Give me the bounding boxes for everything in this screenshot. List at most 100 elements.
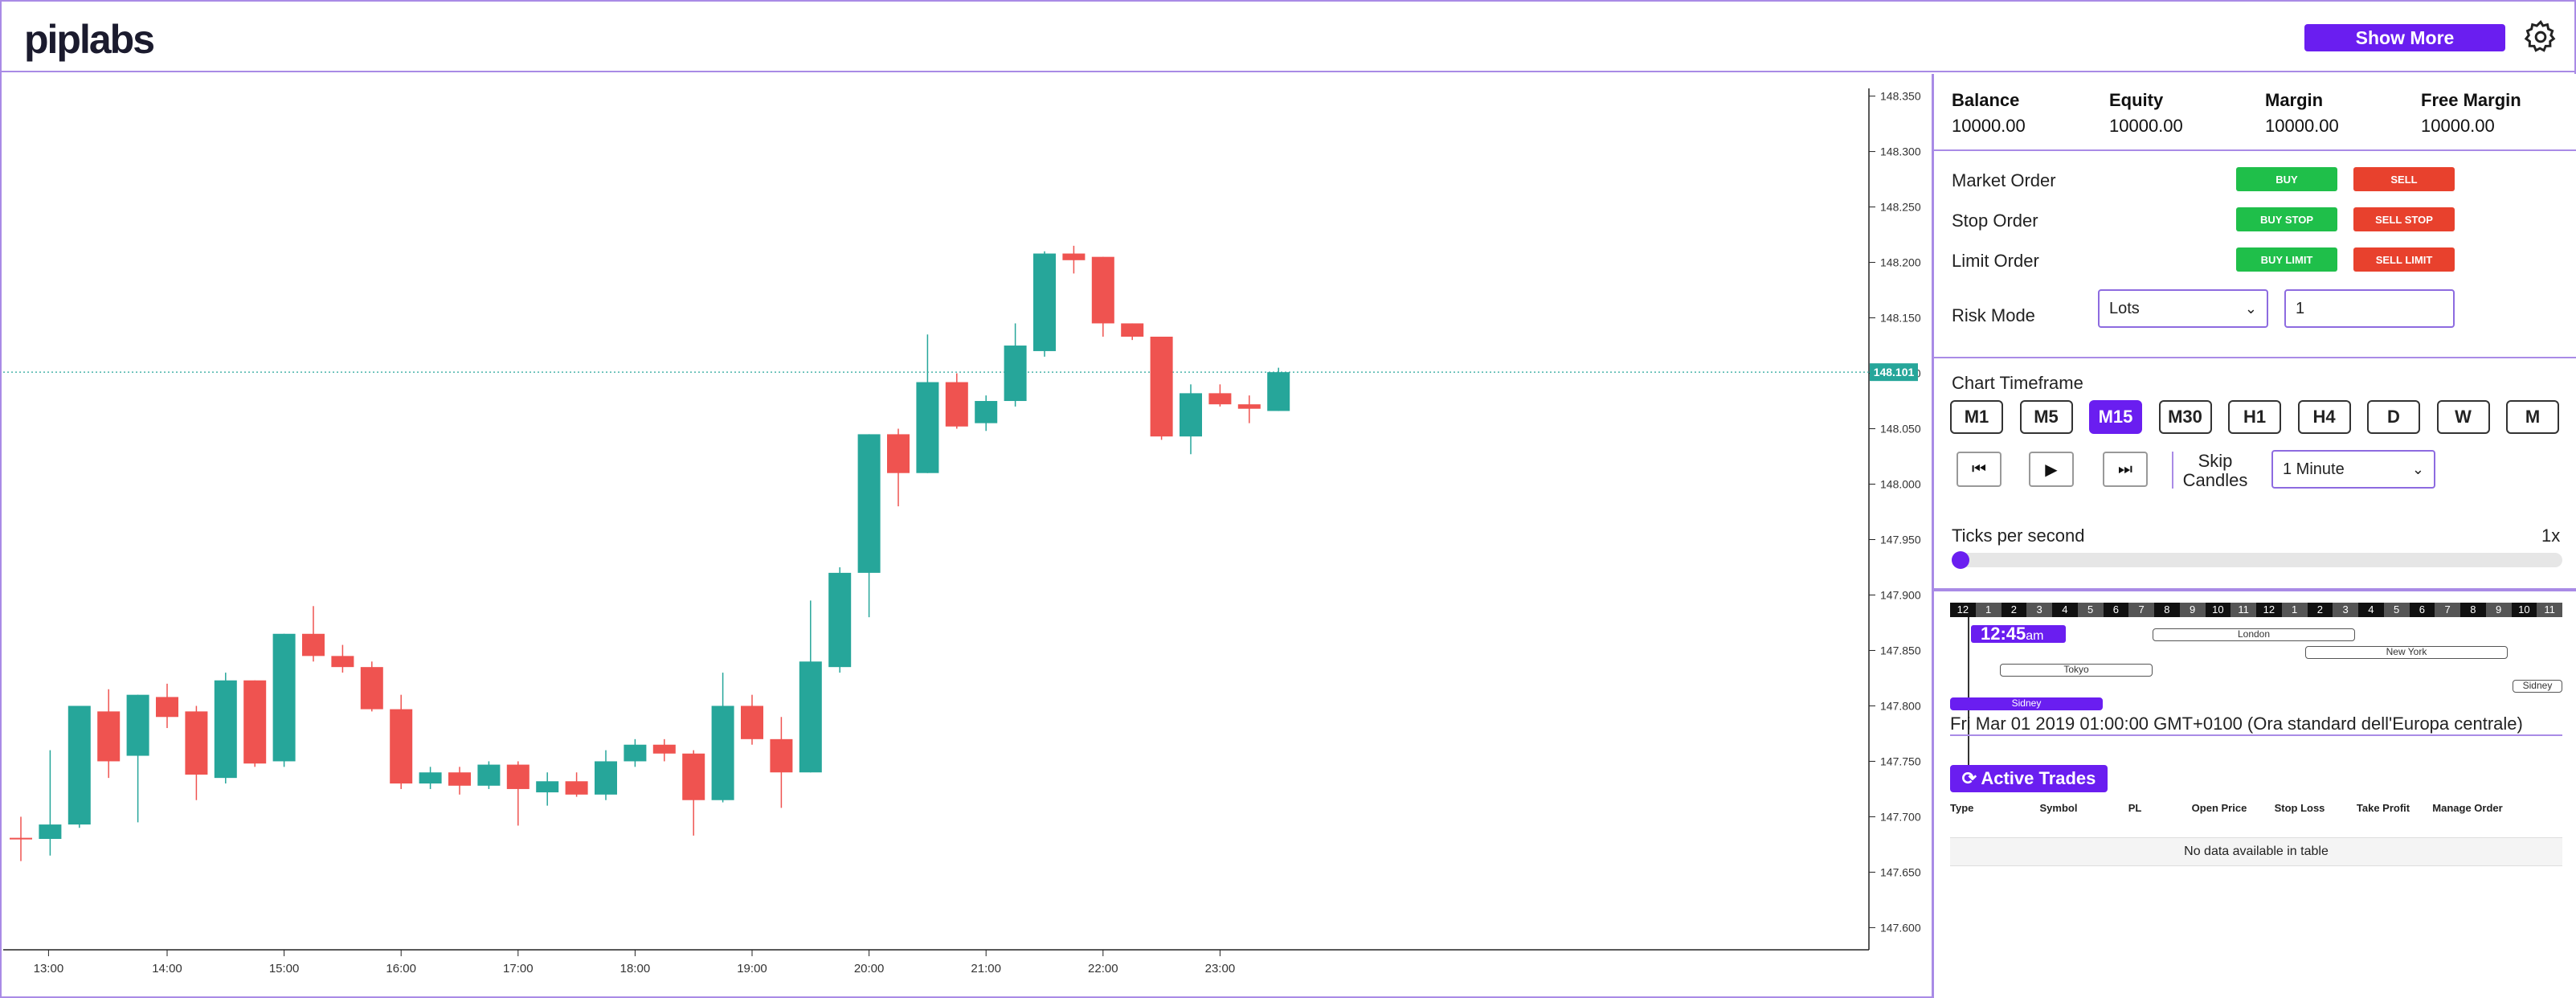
price-chart[interactable]: 148.350 148.300 148.250 148.200 148.150 148.1… [3, 74, 1932, 996]
chevron-down-icon: ⌄ [2411, 461, 2424, 477]
column-header[interactable]: Manage Order [2432, 802, 2503, 814]
hour-cell: 8 [2154, 603, 2180, 617]
hour-cell: 11 [2230, 603, 2256, 617]
column-header[interactable]: Stop Loss [2274, 802, 2325, 814]
y-tick-label: 147.850 [1880, 644, 1921, 656]
bullish-candle [477, 764, 501, 786]
hour-cell: 10 [2205, 603, 2231, 617]
column-header[interactable]: Type [1950, 802, 1974, 814]
timeframe-button-h1[interactable]: H1 [2228, 400, 2281, 434]
step-back-button[interactable]: ⏮ [1957, 452, 2002, 487]
bearish-candle [506, 764, 530, 789]
timeframe-button-m30[interactable]: M30 [2158, 400, 2212, 434]
hour-cell: 3 [2333, 603, 2358, 617]
skip-candles-label: Skip Candles [2181, 452, 2249, 490]
hour-cell: 8 [2460, 603, 2486, 617]
timeframe-button-h4[interactable]: H4 [2297, 400, 2351, 434]
buy-stop-button[interactable]: BUY STOP [2236, 207, 2337, 231]
play-button[interactable]: ▶ [2029, 452, 2074, 487]
current-time-badge: 12:45am [1971, 625, 2066, 643]
buy-limit-button[interactable]: BUY LIMIT [2236, 247, 2337, 272]
active-trades-button[interactable]: ⟳ Active Trades [1950, 765, 2108, 792]
market-order-label: Market Order [1952, 170, 2056, 190]
timeframe-button-m5[interactable]: M5 [2019, 400, 2073, 434]
trading-panel: Balance 10000.00 Equity 10000.00 Margin … [1932, 74, 2576, 998]
column-header[interactable]: Symbol [2039, 802, 2078, 814]
skip-label-line-2: Candles [2182, 470, 2248, 490]
column-header[interactable]: Take Profit [2356, 802, 2410, 814]
timeframe-button-w[interactable]: W [2436, 400, 2490, 434]
skip-candles-select[interactable]: 1 Minute ⌄ [2271, 450, 2435, 489]
bullish-candle [857, 434, 881, 573]
x-tick-label: 21:00 [971, 962, 1001, 976]
buy-button[interactable]: BUY [2236, 167, 2337, 191]
current-price-badge [1870, 363, 1918, 382]
column-header[interactable]: Open Price [2191, 802, 2247, 814]
free-margin-label: Free Margin [2421, 90, 2521, 110]
bullish-candle [419, 772, 442, 784]
refresh-icon: ⟳ [1961, 768, 1977, 788]
skip-label-line-1: Skip [2198, 451, 2233, 471]
ticks-slider-handle[interactable] [1952, 551, 1969, 569]
y-tick-label: 147.600 [1880, 921, 1921, 934]
timeframe-button-m15[interactable]: M15 [2089, 400, 2142, 434]
bullish-candle [799, 661, 822, 773]
gear-icon[interactable] [2523, 19, 2558, 55]
hour-cell: 11 [2537, 603, 2562, 617]
bearish-candle [156, 697, 178, 718]
hour-cell: 6 [2409, 603, 2435, 617]
sell-button[interactable]: SELL [2353, 167, 2455, 191]
bullish-candle [711, 706, 734, 800]
timeframe-button-m[interactable]: M [2506, 400, 2559, 434]
y-tick-label: 147.950 [1880, 533, 1921, 546]
candlestick-chart[interactable]: 148.350 148.300 148.250 148.200 148.150 148.1… [3, 74, 1932, 996]
skip-back-icon: ⏮ [1972, 460, 1986, 478]
play-icon: ▶ [2045, 460, 2058, 479]
bullish-candle [536, 781, 559, 793]
skip-candles-value: 1 Minute [2283, 460, 2345, 478]
bearish-candle [390, 709, 413, 784]
bullish-candle [126, 694, 149, 756]
hour-cell: 12 [1950, 603, 1976, 617]
limit-order-label: Limit Order [1952, 251, 2039, 271]
bearish-candle [10, 837, 32, 840]
ticks-slider[interactable] [1952, 551, 2562, 569]
hour-cell: 7 [2128, 603, 2154, 617]
bullish-candle [1033, 253, 1056, 351]
bearish-candle [1237, 404, 1261, 409]
timeframe-button-d[interactable]: D [2367, 400, 2420, 434]
y-tick-label: 148.200 [1880, 256, 1921, 269]
bearish-candle [887, 434, 910, 473]
sell-stop-button[interactable]: SELL STOP [2353, 207, 2455, 231]
hour-cell: 2 [2001, 603, 2027, 617]
x-tick-label: 15:00 [269, 962, 300, 976]
risk-mode-value: Lots [2109, 300, 2140, 317]
bearish-candle [945, 382, 968, 427]
show-more-button[interactable]: Show More [2304, 24, 2505, 51]
risk-amount-input[interactable]: 1 [2284, 289, 2455, 328]
hour-cell: 2 [2307, 603, 2333, 617]
bullish-candle [828, 572, 852, 668]
bearish-candle [770, 738, 793, 773]
timeframe-button-m1[interactable]: M1 [1950, 400, 2003, 434]
hour-cell: 10 [2511, 603, 2537, 617]
hour-cell: 7 [2435, 603, 2460, 617]
y-tick-label: 148.350 [1880, 90, 1921, 103]
y-tick-label: 148.000 [1880, 478, 1921, 491]
sell-limit-button[interactable]: SELL LIMIT [2353, 247, 2455, 272]
account-summary: Balance 10000.00 Equity 10000.00 Margin … [1934, 74, 2576, 151]
date-underline [1950, 734, 2562, 736]
control-divider [2172, 452, 2173, 489]
x-tick-label: 19:00 [737, 962, 767, 976]
x-tick-label: 18:00 [620, 962, 651, 976]
step-forward-button[interactable]: ⏭ [2103, 452, 2148, 487]
bearish-candle [302, 633, 325, 656]
y-tick-label: 147.750 [1880, 755, 1921, 767]
skip-forward-icon: ⏭ [2118, 460, 2132, 478]
risk-mode-select[interactable]: Lots ⌄ [2098, 289, 2268, 328]
bearish-candle [1091, 256, 1114, 324]
column-header[interactable]: PL [2128, 802, 2142, 814]
x-tick-label: 14:00 [152, 962, 182, 976]
hour-cell: 5 [2077, 603, 2104, 617]
equity-value: 10000.00 [2109, 116, 2183, 136]
